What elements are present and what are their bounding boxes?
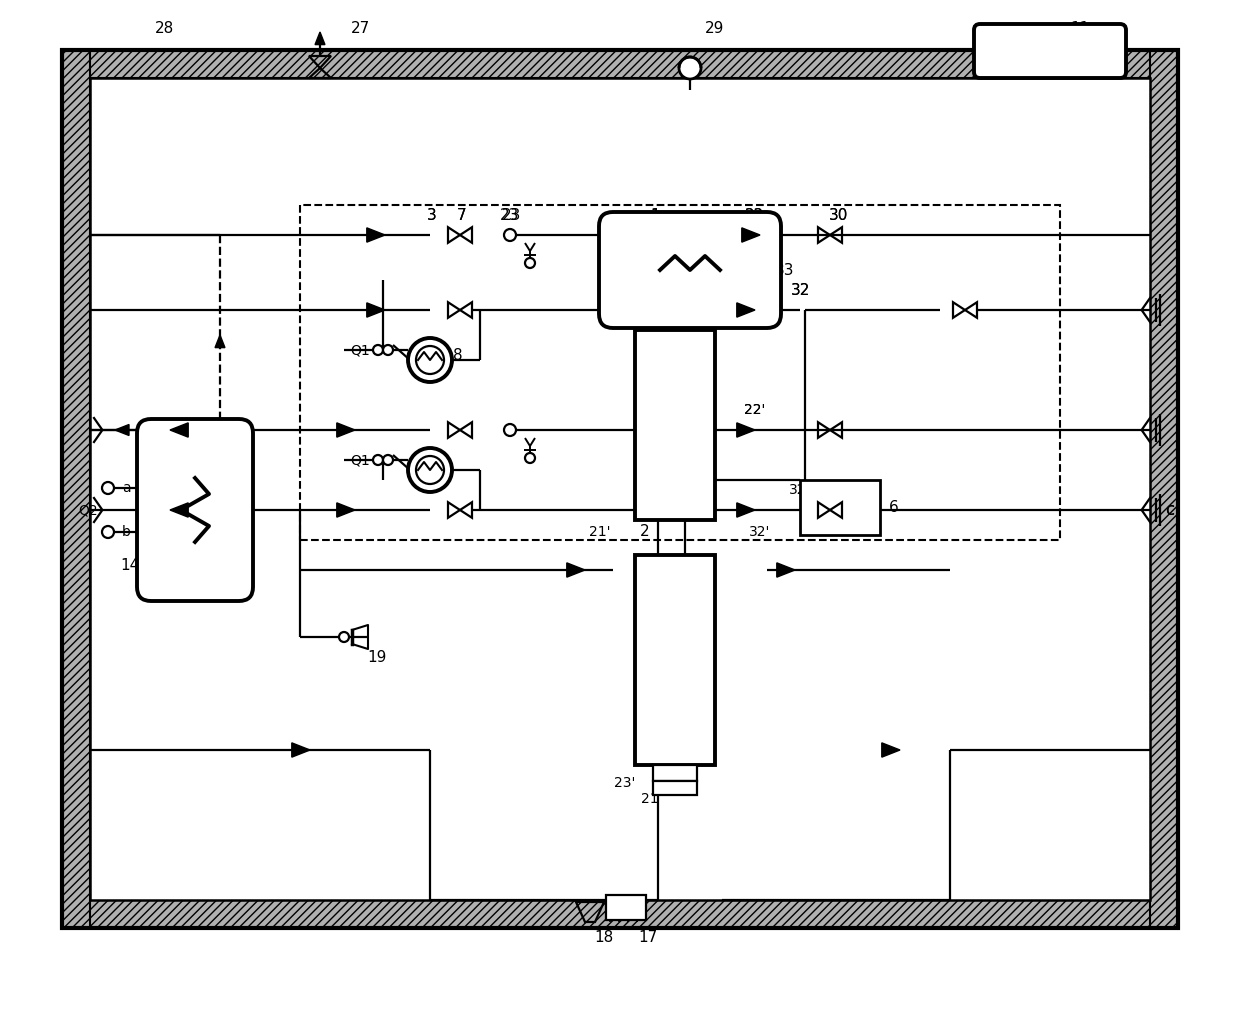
Text: 22: 22	[745, 208, 765, 222]
Text: 14: 14	[120, 557, 140, 573]
Circle shape	[102, 526, 114, 538]
Text: 18: 18	[594, 930, 614, 946]
Text: 32: 32	[790, 282, 810, 298]
Bar	[300, 205, 1060, 540]
Text: a: a	[122, 481, 130, 495]
Polygon shape	[737, 423, 755, 437]
Circle shape	[408, 338, 453, 382]
Text: Q1: Q1	[350, 343, 370, 357]
Text: b: b	[122, 525, 131, 539]
Bar	[635, 330, 715, 520]
Text: 33: 33	[775, 263, 795, 277]
Polygon shape	[115, 425, 129, 435]
Text: B2: B2	[657, 413, 693, 437]
Text: 30: 30	[828, 208, 848, 222]
Circle shape	[525, 258, 534, 268]
Polygon shape	[337, 502, 355, 518]
Circle shape	[503, 229, 516, 242]
Polygon shape	[367, 303, 384, 317]
Bar	[62, 50, 1178, 928]
Circle shape	[373, 455, 383, 465]
Bar	[653, 781, 697, 795]
Text: 23: 23	[500, 208, 520, 222]
Bar	[606, 895, 646, 920]
Polygon shape	[170, 502, 188, 518]
Text: 7: 7	[458, 208, 466, 222]
Text: 17: 17	[639, 930, 657, 946]
Bar	[800, 480, 880, 535]
Circle shape	[102, 482, 114, 494]
Text: 5: 5	[242, 490, 252, 505]
Text: c: c	[1166, 501, 1174, 519]
FancyBboxPatch shape	[136, 419, 253, 601]
Circle shape	[525, 453, 534, 463]
Text: 1: 1	[650, 208, 660, 222]
Text: 19: 19	[367, 649, 387, 664]
Text: 30: 30	[828, 208, 848, 222]
Circle shape	[408, 448, 453, 492]
Polygon shape	[742, 228, 760, 243]
Bar	[635, 555, 715, 765]
Text: Q2: Q2	[78, 503, 98, 517]
Polygon shape	[170, 423, 188, 437]
Text: c: c	[1166, 501, 1174, 519]
Circle shape	[383, 345, 393, 355]
Text: 28: 28	[155, 20, 175, 36]
Text: 1: 1	[650, 208, 660, 222]
Polygon shape	[567, 562, 585, 577]
Circle shape	[680, 57, 701, 79]
Circle shape	[503, 424, 516, 436]
Text: B1: B1	[657, 648, 693, 672]
Text: 32: 32	[790, 282, 810, 298]
Polygon shape	[367, 228, 384, 243]
Polygon shape	[737, 303, 755, 317]
Polygon shape	[776, 562, 795, 577]
Circle shape	[373, 345, 383, 355]
Polygon shape	[315, 32, 325, 45]
Circle shape	[415, 455, 444, 484]
Polygon shape	[337, 423, 355, 437]
Bar	[653, 765, 697, 781]
Bar	[1149, 50, 1178, 928]
Text: 11: 11	[1070, 20, 1090, 36]
Text: 6: 6	[889, 499, 899, 515]
Text: 23': 23'	[614, 776, 636, 790]
Circle shape	[383, 455, 393, 465]
Text: 7: 7	[458, 208, 466, 222]
Polygon shape	[737, 502, 755, 518]
FancyBboxPatch shape	[599, 212, 781, 328]
Bar	[62, 50, 1178, 78]
Circle shape	[415, 346, 444, 374]
Text: 32': 32'	[749, 525, 771, 539]
Text: 21': 21'	[589, 525, 611, 539]
Text: 22': 22'	[744, 403, 765, 417]
FancyBboxPatch shape	[973, 24, 1126, 78]
Polygon shape	[291, 743, 310, 757]
Text: 3: 3	[427, 208, 436, 222]
Bar	[62, 900, 1178, 928]
Polygon shape	[882, 743, 900, 757]
Text: Q1: Q1	[350, 453, 370, 467]
Text: 29: 29	[706, 20, 724, 36]
Text: 23: 23	[502, 208, 522, 222]
Text: 2: 2	[640, 525, 650, 539]
Text: 32': 32'	[790, 483, 811, 497]
Text: 3: 3	[427, 208, 436, 222]
Polygon shape	[215, 335, 224, 347]
Text: 8: 8	[453, 347, 463, 363]
Bar	[91, 78, 1149, 900]
Text: 21: 21	[641, 792, 658, 806]
Text: 22': 22'	[744, 403, 765, 417]
Circle shape	[339, 632, 348, 642]
Bar	[62, 50, 91, 928]
Text: 27: 27	[351, 20, 370, 36]
Text: 22: 22	[745, 208, 765, 222]
